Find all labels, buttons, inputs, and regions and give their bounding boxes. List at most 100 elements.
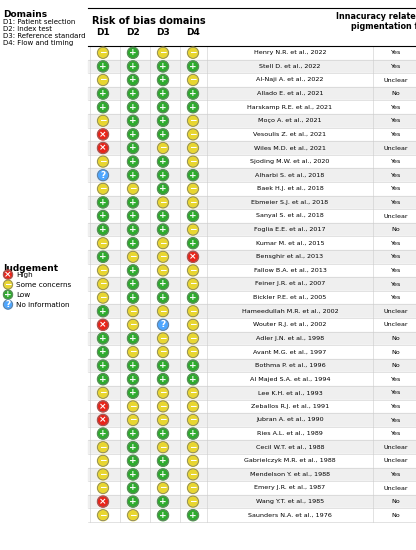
Circle shape <box>97 156 109 167</box>
Text: −: − <box>159 239 167 248</box>
Text: Yes: Yes <box>390 132 401 137</box>
Circle shape <box>188 292 198 303</box>
Text: +: + <box>99 307 107 316</box>
Bar <box>88 318 416 332</box>
Text: −: − <box>189 470 197 479</box>
Text: Yes: Yes <box>390 295 401 300</box>
Circle shape <box>127 415 139 426</box>
Text: +: + <box>129 103 137 112</box>
Text: +: + <box>129 170 137 180</box>
Bar <box>88 427 416 441</box>
Text: +: + <box>129 293 137 302</box>
Circle shape <box>158 47 168 58</box>
Circle shape <box>188 238 198 249</box>
Text: D1: Patient selection: D1: Patient selection <box>3 19 75 25</box>
Circle shape <box>127 265 139 276</box>
Text: −: − <box>159 266 167 275</box>
Bar <box>88 141 416 155</box>
Text: −: − <box>99 116 107 125</box>
Text: ×: × <box>189 252 197 261</box>
Circle shape <box>127 251 139 262</box>
Circle shape <box>127 278 139 289</box>
Text: −: − <box>159 252 167 261</box>
Text: +: + <box>129 497 137 506</box>
Circle shape <box>97 251 109 262</box>
Text: +: + <box>129 334 137 343</box>
Bar <box>88 155 416 168</box>
Text: +: + <box>159 375 167 384</box>
Circle shape <box>158 360 168 371</box>
Bar <box>88 209 416 223</box>
Circle shape <box>97 142 109 153</box>
Text: D4: D4 <box>186 28 200 37</box>
Bar <box>88 59 416 73</box>
Text: Unclear: Unclear <box>383 322 408 327</box>
Text: Bothma P. et al., 1996: Bothma P. et al., 1996 <box>255 363 325 368</box>
Circle shape <box>97 360 109 371</box>
Text: Ebmeier S.J. et al., 2018: Ebmeier S.J. et al., 2018 <box>251 200 329 205</box>
Text: +: + <box>159 62 167 71</box>
Text: Henry N.R. et al., 2022: Henry N.R. et al., 2022 <box>254 50 326 56</box>
Text: −: − <box>159 483 167 492</box>
Text: +: + <box>159 470 167 479</box>
Text: −: − <box>99 266 107 275</box>
Bar <box>88 386 416 400</box>
Circle shape <box>97 197 109 208</box>
Circle shape <box>97 333 109 344</box>
Circle shape <box>97 183 109 194</box>
Circle shape <box>127 333 139 344</box>
Text: +: + <box>4 290 12 299</box>
Text: −: − <box>189 48 197 57</box>
Bar <box>88 46 416 59</box>
Text: D2: Index test: D2: Index test <box>3 26 52 32</box>
Text: ×: × <box>99 497 107 506</box>
Circle shape <box>127 496 139 507</box>
Text: Bensghir et al., 2013: Bensghir et al., 2013 <box>256 254 324 259</box>
Text: Some concerns: Some concerns <box>16 282 71 288</box>
Circle shape <box>158 251 168 262</box>
Text: −: − <box>189 388 197 397</box>
Text: Fallow B.A. et al., 2013: Fallow B.A. et al., 2013 <box>254 268 327 273</box>
Text: No: No <box>391 363 400 368</box>
Circle shape <box>97 116 109 127</box>
Text: −: − <box>189 198 197 207</box>
Circle shape <box>97 346 109 358</box>
Text: −: − <box>189 75 197 85</box>
Circle shape <box>188 455 198 466</box>
Text: +: + <box>129 89 137 98</box>
Circle shape <box>158 142 168 153</box>
Text: D4: Flow and timing: D4: Flow and timing <box>3 40 73 46</box>
Circle shape <box>97 88 109 99</box>
Text: Ries A.L. et al., 1989: Ries A.L. et al., 1989 <box>257 431 323 436</box>
Circle shape <box>127 211 139 222</box>
Bar <box>88 345 416 359</box>
Text: +: + <box>99 62 107 71</box>
Text: Unclear: Unclear <box>383 445 408 450</box>
Circle shape <box>158 238 168 249</box>
Text: Risk of bias domains: Risk of bias domains <box>92 16 206 26</box>
Circle shape <box>97 401 109 412</box>
Text: −: − <box>189 497 197 506</box>
Text: Emery J.R. et al., 1987: Emery J.R. et al., 1987 <box>255 486 326 491</box>
Bar <box>88 223 416 236</box>
Text: −: − <box>189 320 197 329</box>
Text: +: + <box>159 75 167 85</box>
Circle shape <box>158 183 168 194</box>
Text: +: + <box>129 266 137 275</box>
Text: D1: D1 <box>96 28 110 37</box>
Text: Alharbi S. et al., 2018: Alharbi S. et al., 2018 <box>255 173 324 178</box>
Text: Harskamp R.E. et al., 2021: Harskamp R.E. et al., 2021 <box>248 104 332 109</box>
Circle shape <box>158 265 168 276</box>
Text: +: + <box>129 279 137 289</box>
Text: −: − <box>4 280 12 289</box>
Text: Yes: Yes <box>390 118 401 123</box>
Text: +: + <box>159 184 167 193</box>
Text: −: − <box>189 307 197 316</box>
Circle shape <box>127 102 139 113</box>
Circle shape <box>188 333 198 344</box>
Text: +: + <box>99 103 107 112</box>
Text: No information: No information <box>16 301 69 307</box>
Text: +: + <box>159 212 167 221</box>
Bar <box>88 372 416 386</box>
Circle shape <box>127 88 139 99</box>
